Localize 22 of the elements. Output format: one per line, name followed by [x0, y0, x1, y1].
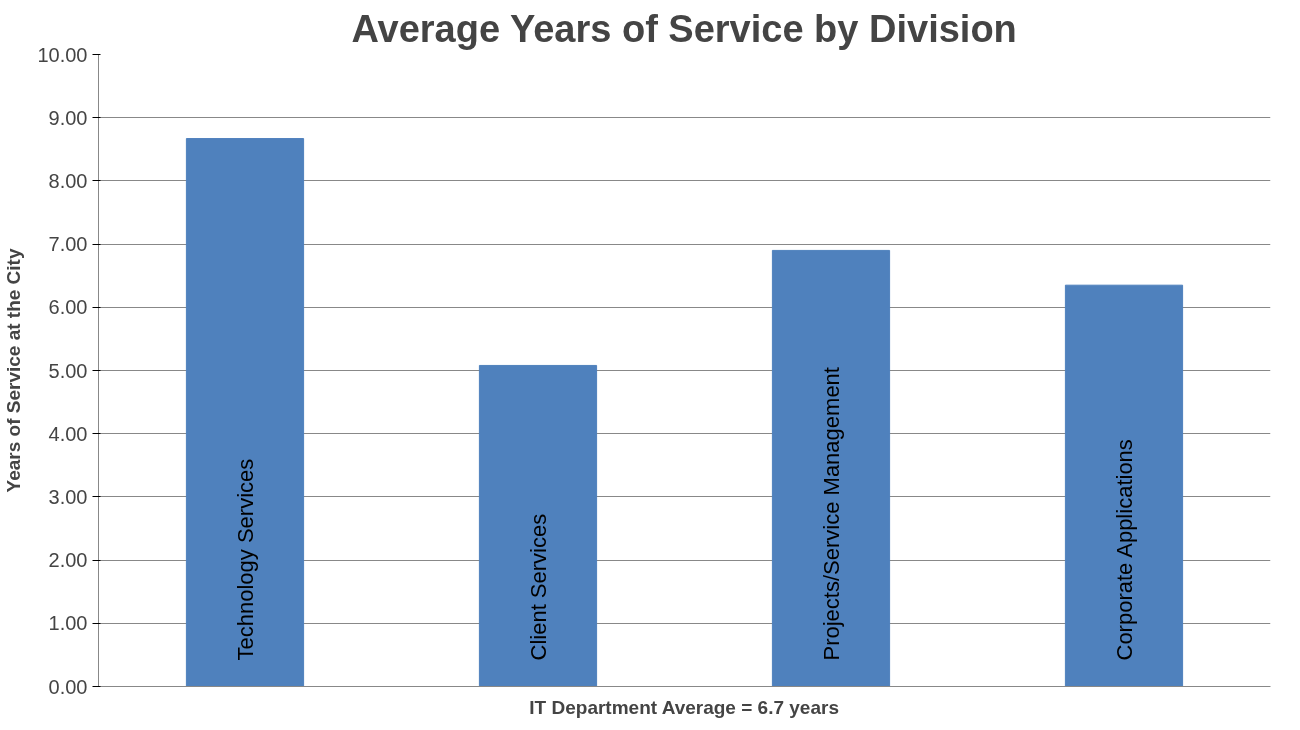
y-tick-label: 4.00	[48, 422, 88, 445]
x-tick-label: Projects/Service Management	[818, 367, 844, 661]
bar	[185, 138, 305, 687]
y-tick-label: 7.00	[48, 233, 88, 256]
bar	[771, 249, 891, 687]
x-tick-label: Client Services	[525, 513, 551, 661]
y-tick-label: 0.00	[48, 675, 88, 698]
x-axis-title: IT Department Average = 6.7 years	[529, 696, 839, 718]
bar	[478, 364, 598, 687]
y-tick-label: 10.00	[37, 43, 88, 66]
y-tick-label: 8.00	[48, 169, 88, 192]
y-tick-label: 9.00	[48, 106, 88, 129]
y-tick-label: 5.00	[48, 359, 88, 382]
chart-title: Average Years of Service by Division	[351, 7, 1017, 50]
y-tick-label: 1.00	[48, 612, 88, 635]
bar	[1064, 284, 1184, 687]
y-tick-label: 2.00	[48, 549, 88, 572]
x-tick-label: Corporate Applications	[1111, 439, 1137, 661]
y-tick-label: 3.00	[48, 485, 88, 508]
y-tick-label: 6.00	[48, 296, 88, 319]
x-tick-label: Technology Services	[232, 458, 258, 661]
y-axis-title: Years of Service at the City	[3, 248, 25, 493]
